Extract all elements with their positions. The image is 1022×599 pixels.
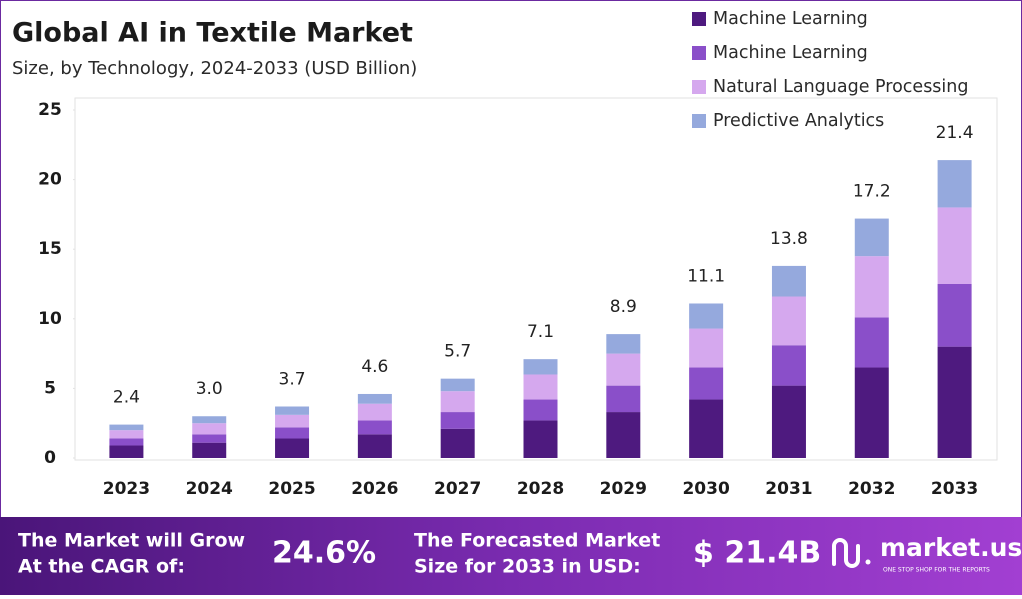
legend-label: Natural Language Processing [713,77,969,97]
x-tick-label: 2028 [517,479,564,499]
total-label: 17.2 [853,182,891,202]
x-tick-label: 2030 [682,479,729,499]
bar-segment [689,399,724,458]
total-label: 7.1 [527,322,554,342]
x-tick-label: 2027 [434,479,481,499]
total-label: 8.9 [610,297,637,317]
bar-segment [109,438,144,446]
bar-segment [440,428,475,458]
bar-segment [771,345,806,386]
bar-segment [523,399,558,421]
bar-segment [771,296,806,346]
bar-segment [357,393,392,404]
footer-text: Size for 2033 in USD: [414,556,641,578]
total-label: 5.7 [444,342,471,362]
bar-segment [357,420,392,435]
legend-label: Predictive Analytics [713,111,884,131]
bar-segment [357,403,392,421]
bar-segment [606,353,641,386]
y-tick-label: 20 [38,170,62,190]
y-tick-label: 0 [44,448,56,468]
legend: Machine Learning Machine Learning Natural … [692,9,969,131]
y-tick-label: 25 [38,100,62,120]
bar-segment [854,367,889,458]
bar-segment [606,334,641,354]
total-label: 3.7 [279,369,306,389]
bar-segment [937,346,972,458]
x-tick-label: 2033 [931,479,978,499]
x-tick-label: 2025 [268,479,315,499]
legend-swatch [692,114,706,128]
bar-segment [854,317,889,368]
bar-segment [606,412,641,458]
legend-label: Machine Learning [713,43,868,63]
chart-title: Global AI in Textile Market [12,18,413,49]
footer-banner [0,517,1022,595]
plot-area: 051015202520232.420243.020253.720264.620… [38,100,978,499]
brand-logo [832,538,871,568]
legend-label: Machine Learning [713,9,868,29]
bar-segment [109,424,144,431]
bar-segment [192,434,227,443]
plot-frame [74,97,998,461]
total-label: 2.4 [113,388,140,408]
brand-tagline: ONE STOP SHOP FOR THE REPORTS [883,567,990,574]
bar-segment [771,265,806,297]
total-label: 3.0 [196,379,223,399]
bar-segment [275,438,310,458]
bar-segment [275,414,310,428]
bar-segment [689,303,724,329]
x-tick-label: 2031 [765,479,812,499]
bar-segment [275,406,310,415]
bar-segment [606,385,641,413]
bar-segment [689,367,724,400]
legend-swatch [692,12,706,26]
bar-segment [440,378,475,392]
bar-segment [937,207,972,284]
bar-segment [109,430,144,439]
bar-segment [523,420,558,458]
x-tick-label: 2032 [848,479,895,499]
footer-text: The Market will Grow [18,530,245,552]
x-tick-label: 2026 [351,479,398,499]
bar-segment [357,434,392,458]
bar-segment [192,442,227,458]
bar-segment [854,256,889,318]
legend-swatch [692,46,706,60]
bar-segment [192,423,227,435]
footer-value: 24.6% [272,536,376,571]
x-tick-label: 2023 [103,479,150,499]
legend-swatch [692,80,706,94]
y-tick-label: 5 [44,378,56,398]
bar-segment [523,359,558,375]
brand-name: market.us [880,533,1022,562]
bar-segment [771,385,806,458]
bar-segment [854,218,889,257]
footer-text: The Forecasted Market [414,530,660,552]
bar-segment [192,416,227,424]
footer-text: At the CAGR of: [18,556,185,578]
bar-segment [689,328,724,368]
bar-segment [440,412,475,429]
x-tick-label: 2024 [186,479,233,499]
chart-subtitle: Size, by Technology, 2024-2033 (USD Bill… [12,58,417,79]
bar-segment [440,391,475,413]
bar-segment [275,427,310,439]
total-label: 13.8 [770,229,808,249]
bar-segment [937,284,972,347]
x-tick-label: 2029 [600,479,647,499]
total-label: 21.4 [936,123,974,143]
bar-segment [937,160,972,208]
total-label: 4.6 [361,357,388,377]
footer-value: $ 21.4B [693,536,821,571]
bar-segment [109,445,144,458]
total-label: 11.1 [687,266,725,286]
y-tick-label: 10 [38,309,62,329]
bar-segment [523,374,558,400]
y-tick-label: 15 [38,239,62,259]
